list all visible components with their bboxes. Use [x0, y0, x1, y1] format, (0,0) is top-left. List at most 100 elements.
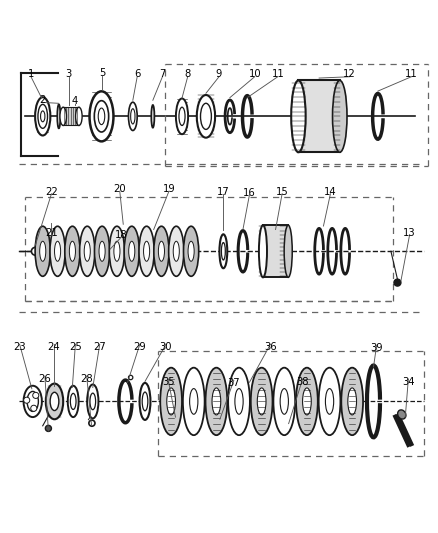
- Text: 6: 6: [134, 69, 140, 79]
- Ellipse shape: [212, 388, 221, 415]
- Ellipse shape: [99, 241, 105, 261]
- Text: 24: 24: [47, 342, 60, 352]
- Ellipse shape: [179, 107, 185, 125]
- Text: 16: 16: [243, 188, 256, 198]
- Ellipse shape: [190, 389, 198, 414]
- Text: 13: 13: [403, 228, 416, 238]
- Ellipse shape: [251, 368, 272, 435]
- Ellipse shape: [114, 241, 120, 261]
- Ellipse shape: [280, 389, 288, 414]
- Ellipse shape: [57, 104, 60, 128]
- Text: 38: 38: [297, 377, 309, 387]
- Text: 11: 11: [272, 69, 284, 79]
- Ellipse shape: [71, 393, 76, 409]
- Ellipse shape: [221, 243, 225, 260]
- Ellipse shape: [110, 226, 124, 276]
- Ellipse shape: [124, 226, 139, 276]
- Bar: [298, 80, 340, 152]
- Circle shape: [128, 375, 133, 379]
- Ellipse shape: [68, 386, 79, 417]
- Ellipse shape: [167, 388, 176, 415]
- Ellipse shape: [80, 226, 95, 276]
- Text: 21: 21: [45, 228, 58, 238]
- Ellipse shape: [176, 99, 188, 134]
- Circle shape: [31, 405, 37, 411]
- Ellipse shape: [140, 383, 150, 420]
- Ellipse shape: [205, 368, 227, 435]
- Ellipse shape: [259, 225, 267, 277]
- Ellipse shape: [341, 368, 363, 435]
- Ellipse shape: [235, 389, 243, 414]
- Text: 27: 27: [93, 342, 106, 352]
- Ellipse shape: [38, 104, 47, 128]
- Circle shape: [46, 425, 51, 431]
- Text: 18: 18: [115, 230, 127, 240]
- Text: 35: 35: [162, 377, 174, 387]
- Text: 36: 36: [264, 342, 277, 352]
- Circle shape: [32, 247, 39, 255]
- Ellipse shape: [303, 388, 311, 415]
- Ellipse shape: [50, 226, 65, 276]
- Ellipse shape: [291, 80, 306, 152]
- Text: 11: 11: [405, 69, 418, 79]
- Ellipse shape: [142, 392, 148, 411]
- Ellipse shape: [46, 384, 63, 419]
- Text: 9: 9: [216, 69, 222, 79]
- Ellipse shape: [154, 226, 169, 276]
- Text: 30: 30: [160, 342, 172, 352]
- Ellipse shape: [159, 241, 165, 261]
- Text: 10: 10: [248, 69, 261, 79]
- Text: 34: 34: [402, 377, 415, 387]
- Text: 28: 28: [81, 374, 93, 384]
- Ellipse shape: [94, 101, 109, 132]
- Ellipse shape: [131, 109, 135, 124]
- Text: 20: 20: [113, 184, 126, 194]
- Ellipse shape: [169, 226, 184, 276]
- Ellipse shape: [129, 241, 135, 261]
- Text: 8: 8: [184, 69, 191, 79]
- Text: 17: 17: [217, 187, 230, 197]
- Text: 2: 2: [39, 95, 46, 105]
- Ellipse shape: [65, 226, 80, 276]
- Text: 23: 23: [13, 342, 26, 352]
- Text: 1: 1: [28, 69, 34, 79]
- Ellipse shape: [188, 241, 194, 261]
- Ellipse shape: [76, 107, 82, 125]
- Ellipse shape: [69, 241, 75, 261]
- Ellipse shape: [139, 226, 154, 276]
- Ellipse shape: [41, 111, 45, 122]
- Ellipse shape: [84, 241, 90, 261]
- Text: 26: 26: [39, 374, 51, 384]
- Ellipse shape: [219, 235, 227, 268]
- Ellipse shape: [398, 410, 406, 419]
- Ellipse shape: [319, 368, 340, 435]
- Ellipse shape: [35, 97, 50, 135]
- Ellipse shape: [197, 95, 215, 138]
- Ellipse shape: [273, 368, 295, 435]
- Text: 39: 39: [370, 343, 383, 353]
- Ellipse shape: [90, 393, 95, 410]
- Circle shape: [24, 397, 30, 403]
- Ellipse shape: [160, 368, 182, 435]
- Text: 15: 15: [276, 187, 289, 197]
- Ellipse shape: [257, 388, 266, 415]
- Ellipse shape: [89, 91, 113, 141]
- Circle shape: [33, 392, 39, 399]
- Text: 37: 37: [227, 378, 240, 388]
- Ellipse shape: [98, 108, 105, 125]
- Ellipse shape: [296, 368, 318, 435]
- Text: 29: 29: [134, 342, 146, 352]
- Ellipse shape: [284, 225, 292, 277]
- Circle shape: [394, 279, 401, 286]
- Ellipse shape: [40, 241, 46, 261]
- Text: 12: 12: [343, 69, 356, 79]
- Ellipse shape: [144, 241, 150, 261]
- Ellipse shape: [325, 389, 334, 414]
- Ellipse shape: [50, 392, 59, 410]
- Ellipse shape: [60, 107, 67, 125]
- Ellipse shape: [27, 391, 39, 411]
- Ellipse shape: [348, 388, 357, 415]
- Text: 4: 4: [71, 96, 78, 106]
- Ellipse shape: [24, 386, 42, 417]
- Ellipse shape: [228, 368, 250, 435]
